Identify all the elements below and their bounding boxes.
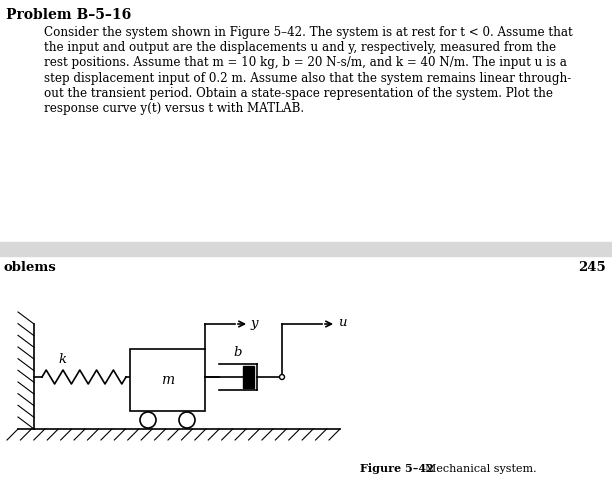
Text: k: k [59,353,67,366]
Text: out the transient period. Obtain a state-space representation of the system. Plo: out the transient period. Obtain a state… [44,87,553,100]
Bar [243,366,254,388]
Text: step displacement input of 0.2 m. Assume also that the system remains linear thr: step displacement input of 0.2 m. Assume… [44,72,571,85]
Text: m: m [161,373,174,387]
Text: the input and output are the displacements u and y, respectively, measured from : the input and output are the displacemen… [44,41,556,54]
Text: Consider the system shown in Figure 5–42. The system is at rest for t < 0. Assum: Consider the system shown in Figure 5–42… [44,26,573,39]
Text: Problem B–5–16: Problem B–5–16 [6,8,131,22]
Circle shape [140,412,156,428]
Text: 245: 245 [578,261,606,274]
Bar [0,242,612,256]
Circle shape [179,412,195,428]
Circle shape [280,374,285,380]
Text: rest positions. Assume that m = 10 kg, b = 20 N-s/m, and k = 40 N/m. The input u: rest positions. Assume that m = 10 kg, b… [44,56,567,70]
Text: y: y [251,317,258,330]
Text: u: u [338,317,346,330]
Text: b: b [234,346,242,359]
Text: response curve y(t) versus t with MATLAB.: response curve y(t) versus t with MATLAB… [44,102,304,115]
Text: Mechanical system.: Mechanical system. [418,464,537,474]
Text: oblems: oblems [4,261,57,274]
Text: Figure 5–42: Figure 5–42 [360,464,434,474]
Bar [130,349,205,411]
